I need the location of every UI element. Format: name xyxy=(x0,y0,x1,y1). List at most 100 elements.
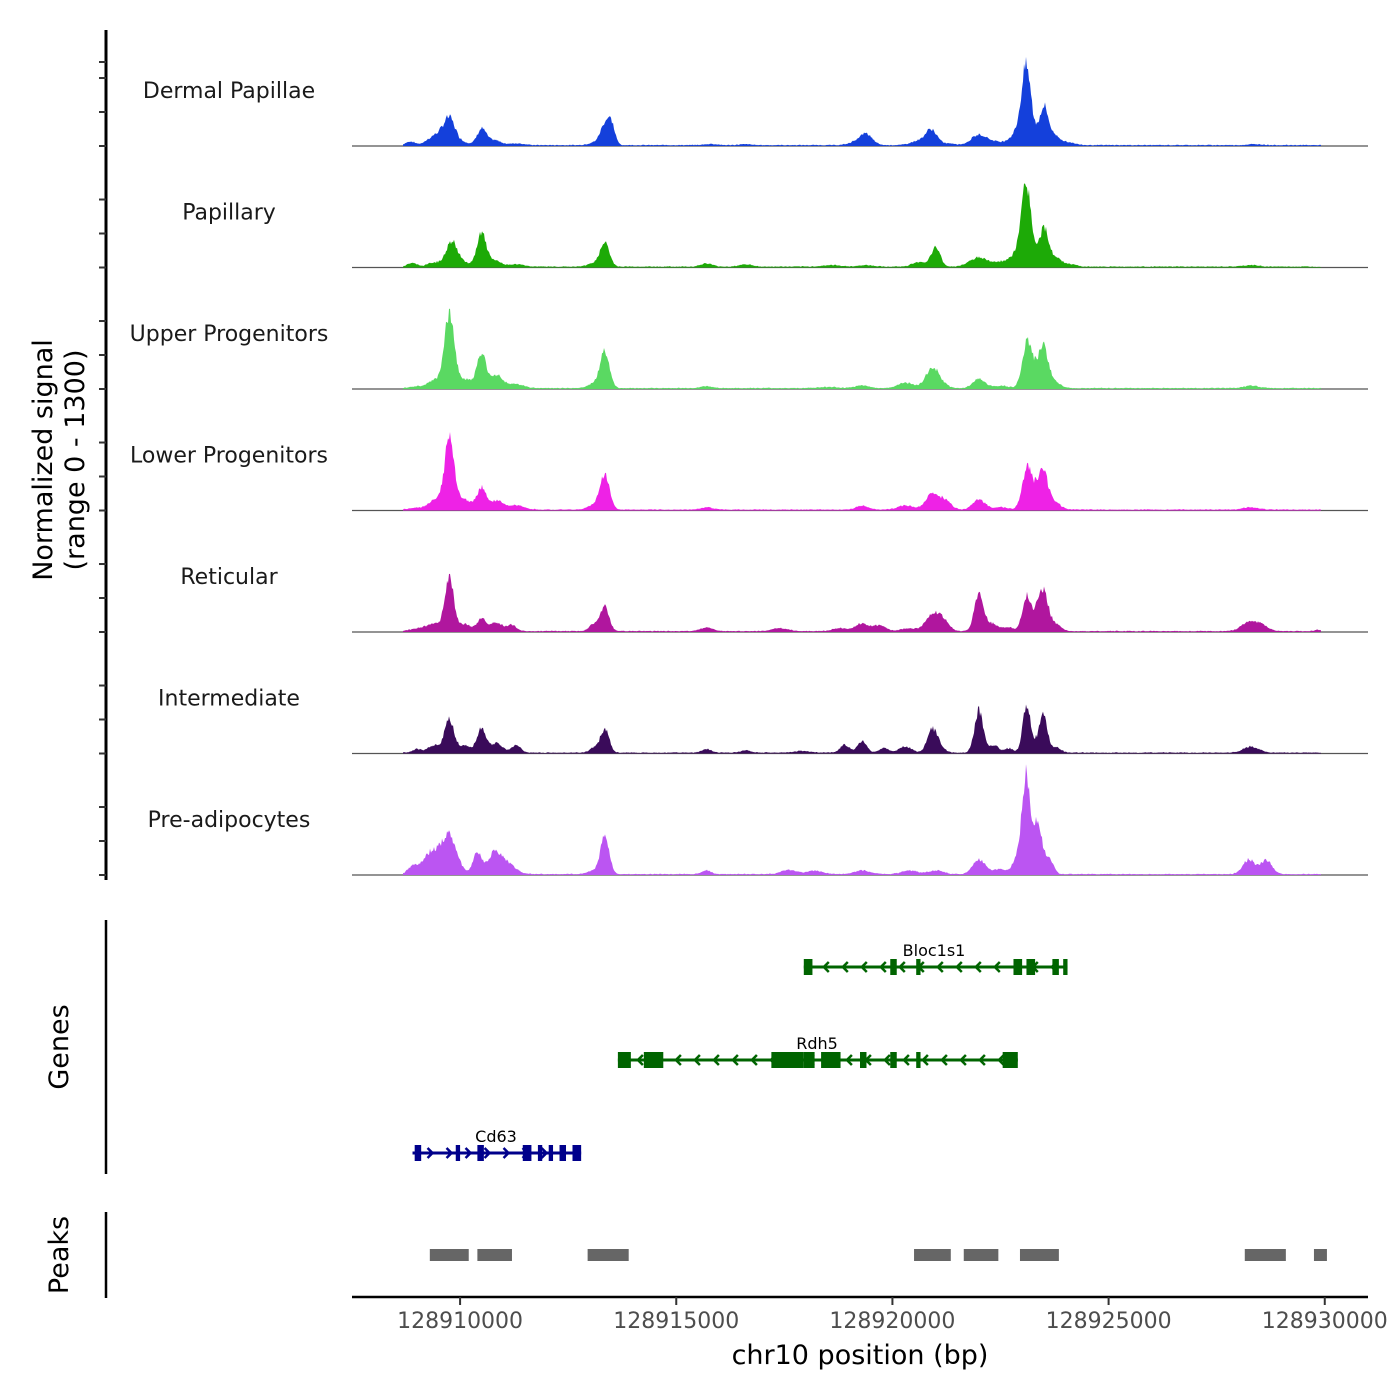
strand-arrow-left-icon xyxy=(860,961,868,973)
gene-exon xyxy=(572,1145,582,1161)
signal-y-axis-ticks xyxy=(99,61,106,876)
strand-arrow-left-icon xyxy=(997,1054,1005,1066)
gene-exon xyxy=(916,959,921,975)
gene-exon xyxy=(1026,959,1036,975)
strand-arrow-left-icon xyxy=(902,1054,910,1066)
gene-exon xyxy=(522,1145,532,1161)
gene-cd63: Cd63 xyxy=(412,1127,582,1161)
y-axis-title-line1: Normalized signal xyxy=(28,339,59,581)
peak-region xyxy=(914,1249,951,1261)
gene-exon xyxy=(1013,959,1023,975)
strand-arrow-right-icon xyxy=(445,1147,454,1159)
gene-exon xyxy=(1052,959,1059,975)
x-axis-title: chr10 position (bp) xyxy=(732,1340,989,1371)
gene-annotations: Bloc1s1 Rdh5 Cd63 xyxy=(412,941,1068,1161)
genes-panel-title: Genes xyxy=(44,1004,75,1089)
strand-arrow-left-icon xyxy=(936,961,944,973)
strand-arrow-left-icon xyxy=(993,961,1001,973)
gene-label: Rdh5 xyxy=(796,1034,838,1053)
strand-arrow-left-icon xyxy=(898,961,906,973)
strand-arrow-left-icon xyxy=(955,961,963,973)
strand-arrow-left-icon xyxy=(636,1054,644,1066)
track-papillary: Papillary xyxy=(182,183,1368,269)
gene-exon xyxy=(890,959,897,975)
strand-arrow-left-icon xyxy=(845,1054,853,1066)
x-axis-ticks: 128910000 128915000 128920000 128925000 1289… xyxy=(397,1297,1388,1334)
gene-exon xyxy=(1002,1052,1018,1068)
strand-arrow-left-icon xyxy=(841,961,849,973)
gene-label: Bloc1s1 xyxy=(903,941,966,960)
gene-exon xyxy=(537,1145,543,1161)
strand-arrow-left-icon xyxy=(940,1054,948,1066)
track-reticular: Reticular xyxy=(180,565,1368,633)
track-label: Papillary xyxy=(182,201,276,226)
strand-arrow-left-icon xyxy=(731,1054,739,1066)
strand-arrow-right-icon xyxy=(483,1147,492,1159)
x-tick-label: 128925000 xyxy=(1046,1309,1172,1334)
peak-region xyxy=(429,1249,469,1261)
strand-arrow-left-icon xyxy=(822,961,830,973)
strand-arrow-right-icon xyxy=(502,1147,511,1159)
gene-exon xyxy=(821,1052,841,1068)
gene-exon xyxy=(890,1052,897,1068)
peak-region xyxy=(1244,1249,1286,1261)
strand-arrow-left-icon xyxy=(921,1054,929,1066)
signal-area xyxy=(403,573,1321,632)
x-tick-label: 128930000 xyxy=(1262,1309,1388,1334)
track-label: Pre-adipocytes xyxy=(148,808,311,833)
x-tick-label: 128920000 xyxy=(829,1309,955,1334)
y-axis-title-line2: (range 0 - 1300) xyxy=(60,350,91,571)
peak-region xyxy=(477,1249,512,1261)
track-label: Upper Progenitors xyxy=(130,322,329,347)
gene-bloc1s1: Bloc1s1 xyxy=(803,941,1068,975)
gene-exon xyxy=(803,1052,815,1068)
strand-arrow-left-icon xyxy=(693,1054,701,1066)
gene-exon xyxy=(559,1145,567,1161)
track-dermal-papillae: Dermal Papillae xyxy=(143,56,1368,147)
gene-exon xyxy=(643,1052,664,1068)
gene-exon xyxy=(916,1052,921,1068)
strand-arrow-left-icon xyxy=(974,961,982,973)
track-label: Intermediate xyxy=(158,687,300,712)
strand-arrow-left-icon xyxy=(883,1054,891,1066)
track-label: Dermal Papillae xyxy=(143,79,315,104)
peak-regions xyxy=(429,1249,1327,1261)
gene-exon xyxy=(455,1145,461,1161)
signal-area xyxy=(403,704,1321,754)
strand-arrow-left-icon xyxy=(959,1054,967,1066)
signal-area xyxy=(403,764,1321,875)
track-label: Reticular xyxy=(180,565,278,590)
signal-area xyxy=(403,183,1321,268)
peak-region xyxy=(963,1249,999,1261)
peak-region xyxy=(587,1249,629,1261)
track-label: Lower Progenitors xyxy=(130,444,328,469)
gene-exon xyxy=(1063,959,1068,975)
strand-arrow-left-icon xyxy=(879,961,887,973)
peak-region xyxy=(1019,1249,1059,1261)
gene-exon xyxy=(414,1145,422,1161)
gene-exon xyxy=(548,1145,554,1161)
track-lower-progenitors: Lower Progenitors xyxy=(130,432,1368,512)
gene-exon xyxy=(860,1052,867,1068)
signal-area xyxy=(403,308,1321,389)
gene-exon xyxy=(803,959,813,975)
gene-rdh5: Rdh5 xyxy=(617,1034,1018,1068)
y-axis-title: Normalized signal (range 0 - 1300) xyxy=(28,339,91,581)
peaks-panel-title: Peaks xyxy=(44,1216,75,1294)
signal-tracks: Dermal Papillae Papillary Upper Progenitor… xyxy=(130,56,1368,876)
gene-exon xyxy=(477,1145,484,1161)
track-intermediate: Intermediate xyxy=(158,687,1368,755)
peak-region xyxy=(1313,1249,1327,1261)
strand-arrow-left-icon xyxy=(750,1054,758,1066)
signal-area xyxy=(403,432,1321,511)
strand-arrow-right-icon xyxy=(540,1147,549,1159)
gene-label: Cd63 xyxy=(475,1127,517,1146)
signal-area xyxy=(403,56,1321,146)
track-upper-progenitors: Upper Progenitors xyxy=(130,308,1368,390)
strand-arrow-left-icon xyxy=(674,1054,682,1066)
x-tick-label: 128915000 xyxy=(613,1309,739,1334)
strand-arrow-right-icon xyxy=(426,1147,435,1159)
x-tick-label: 128910000 xyxy=(397,1309,523,1334)
strand-arrow-left-icon xyxy=(712,1054,720,1066)
